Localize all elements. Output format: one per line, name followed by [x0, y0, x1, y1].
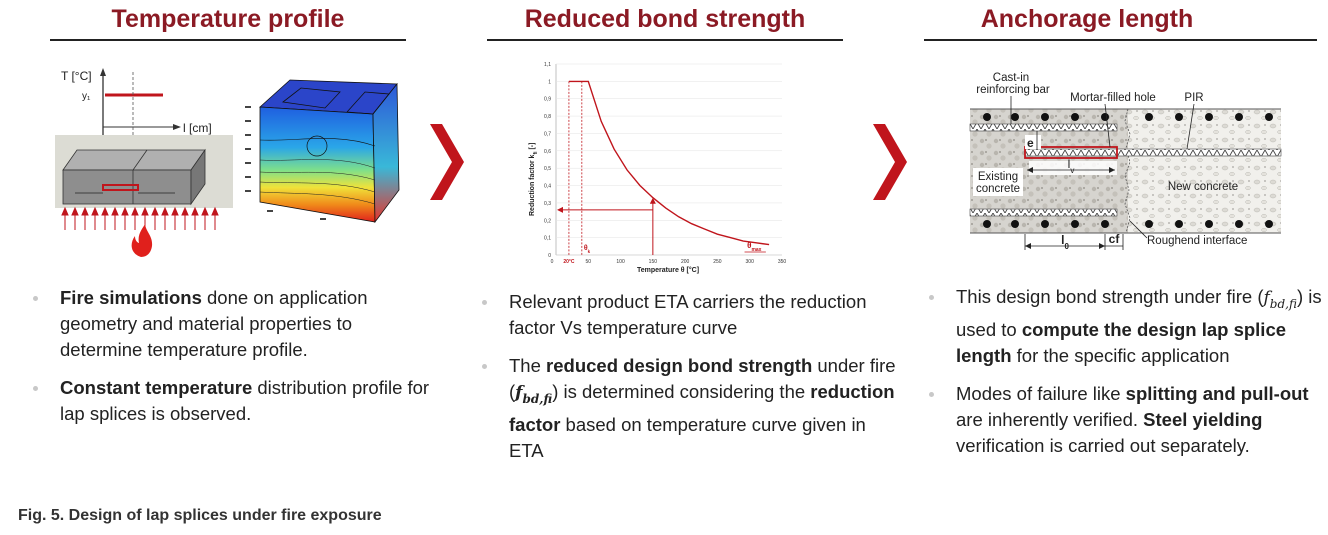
x-axis-label: l [cm]	[183, 121, 212, 135]
heading-rule-1	[50, 39, 406, 41]
read-up-arrowhead	[649, 197, 656, 204]
read-left-arrowhead	[557, 206, 563, 213]
chart-y-tick-label: 0,4	[544, 184, 551, 190]
chart-y-tick-label: 0	[548, 253, 551, 259]
col2-bullet-list: Relevant product ETA carriers the reduct…	[479, 289, 899, 476]
chart-y-tick-label: 0,8	[544, 114, 551, 120]
col1-bullet-1: Fire simulations done on application geo…	[30, 285, 430, 363]
chart-ylabel: Reduction factor kfi [-]	[529, 143, 539, 216]
heading-rule-3	[924, 39, 1317, 41]
chart-x-tick-label: 20°C	[563, 259, 575, 265]
chart-y-tick-label: 0,9	[544, 97, 551, 103]
heading-rule-2	[487, 39, 843, 41]
cf-label: cf	[1109, 232, 1121, 246]
col1-bullet-2: Constant temperature distribution profil…	[30, 375, 430, 427]
chart-y-tick-label: 0,3	[544, 201, 551, 207]
col2-bullet-1: Relevant product ETA carriers the reduct…	[479, 289, 899, 341]
figure-caption: Fig. 5. Design of lap splices under fire…	[18, 507, 382, 524]
col3-bullet-2: Modes of failure like splitting and pull…	[926, 381, 1326, 459]
fe-temperature-model	[245, 79, 400, 224]
pir-bar	[1024, 148, 1282, 157]
chevron-right-icon	[873, 124, 907, 200]
pir-label: PIR	[1184, 92, 1203, 104]
chart-y-tick-label: 1,1	[544, 62, 551, 68]
existing-concrete-label-2: concrete	[976, 183, 1020, 195]
chevron-right-icon	[430, 124, 464, 200]
chart-y-tick-label: 0,7	[544, 131, 551, 137]
chart-y-tick-label: 0,2	[544, 218, 551, 224]
theta-max-label: θmax	[747, 241, 762, 253]
chart-y-tick-label: 0,5	[544, 166, 551, 172]
chart-x-tick-label: 100	[616, 259, 625, 265]
chart-x-tick-label: 300	[746, 259, 755, 265]
y-axis-label: T [°C]	[61, 69, 92, 83]
existing-concrete-label-1: Existing	[978, 171, 1018, 183]
flame-icon	[131, 224, 153, 257]
chart-series-line	[568, 80, 770, 246]
theta-k-label: θk	[584, 245, 591, 254]
cast-in-label: Cast-in	[993, 72, 1029, 84]
chart-x-tick-label: 200	[681, 259, 690, 265]
e-label: e	[1027, 136, 1034, 150]
mortar-hole-label: Mortar-filled hole	[1070, 92, 1156, 104]
chart-x-tick-label: 150	[649, 259, 658, 265]
lap-splice-bar	[102, 184, 139, 191]
new-concrete	[1128, 109, 1281, 233]
mortar-filled-hole	[1024, 146, 1118, 159]
col1-bullet-list: Fire simulations done on application geo…	[30, 285, 430, 439]
heading-temperature-profile: Temperature profile	[111, 5, 345, 33]
bottom-rebar-existing	[969, 208, 1118, 217]
beam-block	[62, 169, 192, 205]
y1-label: y₁	[82, 91, 91, 102]
chart-y-tick-label: 1	[548, 79, 551, 85]
col3-bullet-1: This design bond strength under fire (fb…	[926, 284, 1326, 369]
roughend-interface-line	[1124, 108, 1131, 234]
chart-x-tick-label: 0	[551, 259, 554, 265]
reduction-factor-chart: 0 0,1 0,2 0,3 0,4 0,5 0,6 0,7 0,8 0,9 1 1,1 20°C 50 1…	[529, 62, 787, 274]
chart-y-tick-label: 0,6	[544, 149, 551, 155]
chart-x-tick-label: 250	[713, 259, 722, 265]
chart-x-tick-label: 50	[586, 259, 592, 265]
anchorage-diagram: Cast-in reinforcing bar Mortar-filled ho…	[969, 72, 1282, 251]
reinforcing-bar-label: reinforcing bar	[976, 84, 1050, 96]
col2-bullet-2: The reduced design bond strength under f…	[479, 353, 899, 464]
roughend-interface-label: Roughend interface	[1147, 235, 1247, 247]
col3-bullet-list: This design bond strength under fire (fb…	[926, 284, 1326, 471]
top-rebar-existing	[969, 123, 1118, 132]
heading-anchorage-length: Anchorage length	[980, 5, 1194, 33]
new-concrete-label: New concrete	[1168, 181, 1238, 193]
heading-reduced-bond-strength: Reduced bond strength	[524, 5, 806, 33]
chart-x-tick-label: 350	[778, 259, 787, 265]
chart-xlabel: Temperature θ [°C]	[637, 266, 699, 274]
l0-label: l0	[1061, 233, 1069, 251]
chart-y-tick-label: 0,1	[544, 236, 551, 242]
temperature-profile-diagram: T [°C] y₁ l [cm]	[55, 68, 400, 257]
lv-label: lv	[1068, 157, 1075, 175]
